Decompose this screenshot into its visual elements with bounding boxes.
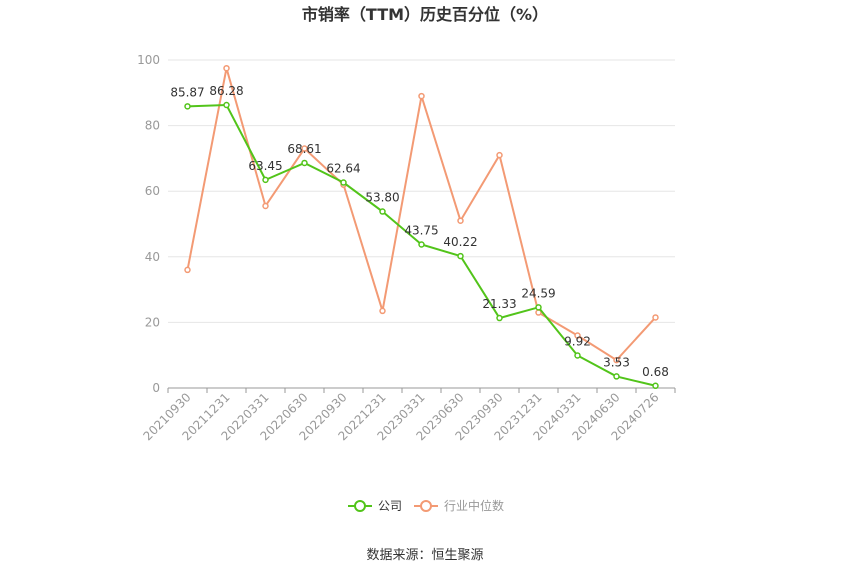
data-label: 21.33 — [482, 297, 516, 311]
y-tick-label: 100 — [137, 53, 160, 67]
data-label: 85.87 — [170, 85, 204, 99]
point-company — [184, 103, 191, 110]
point-company — [379, 208, 386, 215]
y-tick-label: 60 — [145, 184, 160, 198]
legend-marker-company — [354, 500, 366, 512]
point-company — [418, 241, 425, 248]
legend[interactable]: 公司 行业中位数 — [348, 498, 504, 513]
point-industry-median — [613, 356, 620, 364]
legend-item-industry-median[interactable]: 行业中位数 — [414, 498, 504, 513]
point-company — [457, 252, 464, 260]
data-label: 43.75 — [404, 224, 438, 238]
data-label: 0.68 — [642, 365, 669, 379]
legend-label-industry-median: 行业中位数 — [444, 498, 504, 513]
point-industry-median — [262, 202, 269, 210]
point-company — [574, 352, 581, 359]
data-label: 3.53 — [603, 355, 630, 369]
point-company — [613, 373, 620, 380]
point-company — [223, 101, 230, 109]
legend-marker-industry-median — [420, 500, 432, 512]
x-axis: 2021093020211231202203312022063020220930… — [141, 387, 676, 443]
point-company — [340, 179, 347, 186]
y-tick-label: 0 — [152, 381, 160, 395]
y-tick-label: 40 — [145, 250, 160, 264]
point-company — [535, 304, 542, 311]
legend-label-company: 公司 — [378, 499, 402, 513]
point-industry-median — [184, 266, 191, 274]
point-company — [262, 176, 269, 184]
data-label: 68.61 — [287, 142, 321, 156]
series-line-industry-median — [186, 67, 657, 362]
point-industry-median — [223, 64, 230, 72]
point-company — [652, 382, 659, 390]
chart-title: 市销率（TTM）历史百分位（%） — [302, 5, 548, 24]
series-layer — [184, 64, 659, 390]
point-industry-median — [496, 151, 503, 159]
point-company — [496, 314, 503, 322]
point-industry-median — [457, 217, 464, 224]
data-label: 40.22 — [443, 235, 477, 249]
data-label: 9.92 — [564, 334, 591, 348]
data-label: 62.64 — [326, 162, 360, 176]
data-label: 63.45 — [248, 159, 282, 173]
point-company — [301, 159, 308, 167]
data-label: 53.80 — [365, 191, 399, 205]
y-tick-label: 20 — [145, 315, 160, 329]
data-label: 86.28 — [209, 84, 243, 98]
point-industry-median — [301, 145, 308, 152]
data-source: 数据来源：恒生聚源 — [366, 548, 483, 563]
data-label: 24.59 — [521, 286, 555, 300]
legend-item-company[interactable]: 公司 — [348, 499, 402, 513]
point-industry-median — [652, 314, 659, 321]
point-industry-median — [379, 307, 386, 315]
grid — [168, 59, 675, 323]
y-axis: 0 20 40 60 80 100 — [137, 53, 160, 395]
y-tick-label: 80 — [145, 119, 160, 133]
point-industry-median — [418, 92, 425, 100]
data-labels: 85.87 86.28 63.45 68.61 62.64 53.80 43.75 40.22… — [170, 84, 669, 379]
point-industry-median — [574, 332, 581, 339]
